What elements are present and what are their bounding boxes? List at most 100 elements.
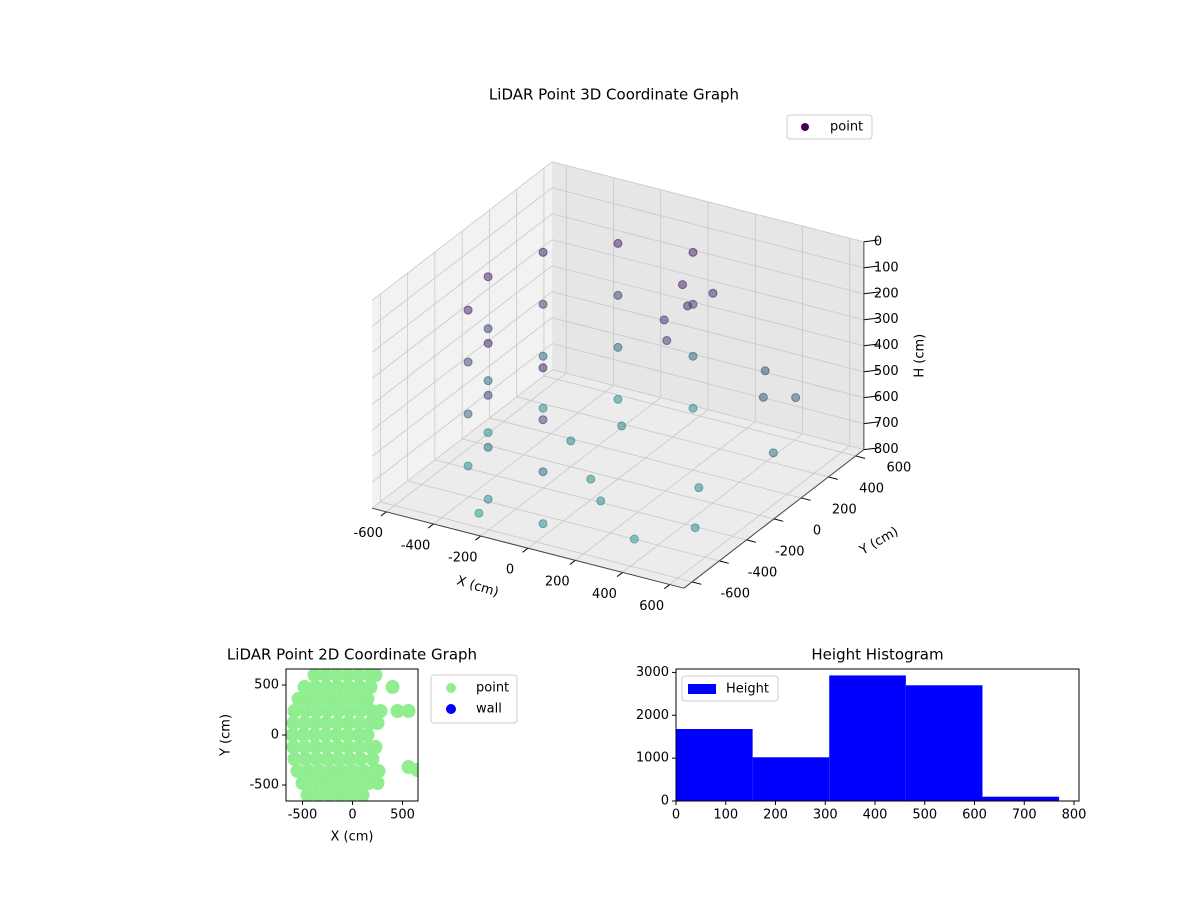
x-tick-label: 600 bbox=[639, 599, 664, 614]
chart-title: LiDAR Point 2D Coordinate Graph bbox=[227, 646, 477, 664]
y-tick-label: 0 bbox=[813, 523, 821, 538]
z-tick bbox=[863, 447, 879, 451]
point bbox=[463, 409, 473, 419]
point bbox=[352, 716, 367, 730]
z-tick bbox=[863, 395, 879, 399]
y-tick bbox=[773, 518, 784, 522]
point bbox=[613, 342, 623, 352]
point bbox=[708, 288, 718, 298]
chart-title: LiDAR Point 3D Coordinate Graph bbox=[489, 86, 739, 104]
point bbox=[320, 704, 335, 718]
legend-marker bbox=[688, 684, 716, 694]
point bbox=[339, 776, 354, 790]
legend-box bbox=[681, 675, 779, 702]
point bbox=[483, 272, 493, 282]
grid-line bbox=[371, 265, 553, 405]
y-tick bbox=[691, 581, 702, 585]
point bbox=[538, 363, 548, 373]
x-axis-label: X (cm) bbox=[455, 574, 501, 601]
point bbox=[613, 290, 623, 300]
legend-label: point bbox=[476, 681, 509, 696]
point bbox=[344, 788, 359, 801]
point bbox=[678, 280, 688, 290]
y-tick bbox=[855, 455, 866, 459]
y-tick-label: 0 bbox=[661, 794, 669, 809]
point bbox=[308, 716, 323, 730]
grid-line bbox=[552, 317, 864, 399]
point bbox=[328, 776, 343, 790]
point bbox=[318, 728, 333, 742]
y-tick bbox=[801, 497, 811, 501]
y-axis-line bbox=[683, 449, 865, 589]
bar bbox=[982, 796, 1060, 801]
point bbox=[483, 338, 493, 348]
grid-line bbox=[371, 317, 553, 457]
y-tick bbox=[719, 560, 729, 564]
grid-line bbox=[489, 417, 802, 499]
grid-line bbox=[371, 369, 553, 509]
point bbox=[463, 357, 473, 367]
bar bbox=[676, 729, 753, 801]
point bbox=[538, 299, 548, 309]
point bbox=[483, 494, 493, 504]
point bbox=[363, 680, 378, 694]
point bbox=[538, 403, 548, 413]
y-tick-label: -500 bbox=[249, 778, 279, 793]
point bbox=[319, 740, 334, 754]
z-tick bbox=[863, 291, 879, 295]
z-tick bbox=[863, 369, 879, 373]
point bbox=[483, 442, 493, 452]
point bbox=[297, 716, 312, 730]
point bbox=[351, 669, 366, 682]
point bbox=[295, 776, 310, 790]
point bbox=[410, 763, 418, 777]
z-tick-label: 400 bbox=[874, 338, 899, 353]
point bbox=[330, 716, 345, 730]
point bbox=[311, 788, 326, 801]
point bbox=[324, 692, 339, 706]
x-tick-label: 700 bbox=[1012, 808, 1037, 823]
x-tick-label: 0 bbox=[672, 808, 680, 823]
point bbox=[629, 534, 639, 544]
point bbox=[662, 336, 672, 346]
y-tick-label: 400 bbox=[859, 481, 884, 496]
grid-line bbox=[552, 187, 864, 269]
point bbox=[390, 704, 405, 718]
bar bbox=[829, 675, 906, 801]
grid-line bbox=[380, 501, 693, 583]
z-axis-label: H (cm) bbox=[912, 334, 927, 378]
point bbox=[341, 716, 356, 730]
point bbox=[286, 740, 301, 754]
point bbox=[342, 704, 357, 718]
z-tick-label: 0 bbox=[874, 234, 882, 249]
point bbox=[401, 704, 416, 718]
point bbox=[322, 788, 337, 801]
x-tick-label: 400 bbox=[592, 587, 617, 602]
point bbox=[290, 764, 305, 778]
point bbox=[690, 523, 700, 533]
x-axis-label: X (cm) bbox=[331, 830, 374, 845]
point bbox=[307, 669, 322, 682]
x-tick-label: 0 bbox=[506, 563, 514, 578]
x-tick-label: -200 bbox=[448, 550, 478, 565]
point bbox=[320, 752, 335, 766]
point bbox=[317, 776, 332, 790]
points bbox=[286, 669, 418, 801]
x-axis-line bbox=[371, 507, 685, 589]
point bbox=[688, 299, 698, 309]
point bbox=[309, 704, 324, 718]
x-tick-label: 200 bbox=[545, 575, 570, 590]
point bbox=[368, 740, 383, 754]
point bbox=[318, 669, 333, 682]
y-tick-label: 1000 bbox=[636, 751, 669, 766]
y-tick-label: -600 bbox=[720, 586, 750, 601]
grid-line bbox=[543, 375, 856, 457]
point bbox=[300, 788, 315, 801]
y-tick bbox=[746, 539, 757, 543]
point bbox=[340, 669, 355, 682]
point bbox=[483, 376, 493, 386]
point bbox=[340, 728, 355, 742]
point bbox=[345, 764, 360, 778]
point bbox=[341, 680, 356, 694]
